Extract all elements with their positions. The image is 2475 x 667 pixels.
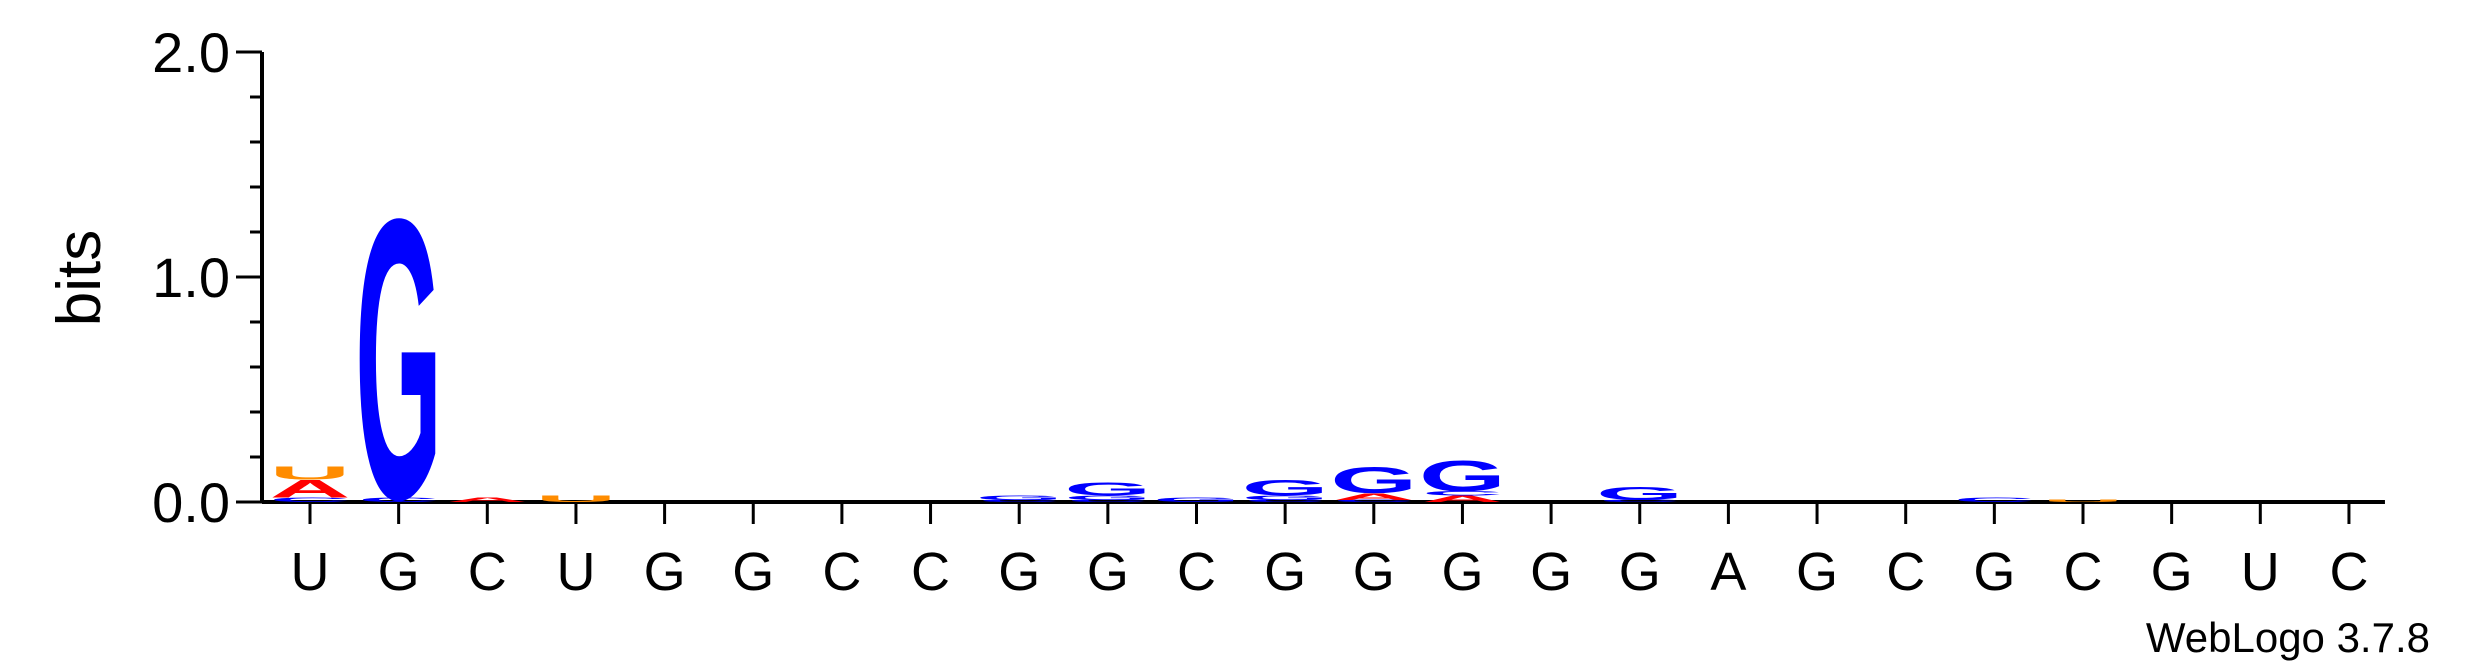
logo-letter-G: G <box>1596 483 1683 504</box>
x-tick-label: G <box>644 542 686 602</box>
logo-letter-C: C <box>1067 499 1148 503</box>
y-axis: 0.0 1.0 2.0 <box>152 21 264 534</box>
logo-letter-C: C <box>1245 499 1326 503</box>
x-tick-label: U <box>2241 542 2280 602</box>
x-tick-label: G <box>1973 542 2015 602</box>
x-tick-label: U <box>291 542 330 602</box>
x-tick-label: G <box>998 542 1040 602</box>
logo-letter-A: A <box>1422 494 1503 504</box>
y-axis-title: bits <box>45 230 114 326</box>
logo-letter-C: C <box>358 496 439 503</box>
x-tick-label: G <box>378 542 420 602</box>
y-tick-label: 1.0 <box>152 246 230 309</box>
x-tick-label: G <box>1796 542 1838 602</box>
x-tick-label: G <box>732 542 774 602</box>
logo-letter-C: C <box>270 496 351 503</box>
logo-letter-A: A <box>447 496 528 503</box>
x-tick-label: U <box>556 542 595 602</box>
x-tick-label: G <box>1087 542 1129 602</box>
x-tick-label: G <box>1441 542 1483 602</box>
x-tick-label: C <box>822 542 861 602</box>
x-tick-label: C <box>2064 542 2103 602</box>
logo-letter-U: U <box>2043 499 2124 503</box>
x-tick-label: A <box>1710 542 1746 602</box>
x-tick-label: G <box>1353 542 1395 602</box>
logo-letter-G: G <box>1064 478 1151 499</box>
x-tick-label: G <box>1530 542 1572 602</box>
logo-letter-G: G <box>1242 476 1329 500</box>
logo-letter-A: A <box>1333 491 1414 501</box>
x-tick-label: C <box>468 542 507 602</box>
y-tick-label: 0.0 <box>152 471 230 534</box>
logo-letter-U: U <box>270 463 351 484</box>
y-tick-label: 2.0 <box>152 21 230 84</box>
x-tick-label: C <box>2329 542 2368 602</box>
x-tick-label: G <box>1264 542 1306 602</box>
logo-letter-G: G <box>1242 494 1329 501</box>
logo-letter-U: U <box>536 494 617 504</box>
logo-letter-G: G <box>1064 494 1151 501</box>
logo-letter-G: G <box>355 137 442 584</box>
logo-letter-G: G <box>1330 459 1417 501</box>
logo-letter-C: C <box>979 499 1060 503</box>
weblogo-credit: WebLogo 3.7.8 <box>2146 614 2430 661</box>
logo-letter-A: A <box>270 475 351 503</box>
logo-letter-C: C <box>1954 496 2035 503</box>
logo-letter-C: C <box>1599 499 1680 503</box>
x-tick-label: C <box>1177 542 1216 602</box>
x-tick-label: G <box>2151 542 2193 602</box>
x-tick-label: C <box>911 542 950 602</box>
logo-letter-C: C <box>1422 490 1503 497</box>
logo-letter-G: G <box>976 494 1063 501</box>
logo-letter-C: C <box>1333 499 1414 503</box>
logo-letter-G: G <box>1153 496 1240 503</box>
logo-letter-G: G <box>1419 452 1506 501</box>
x-tick-label: C <box>1886 542 1925 602</box>
x-tick-label: G <box>1619 542 1661 602</box>
